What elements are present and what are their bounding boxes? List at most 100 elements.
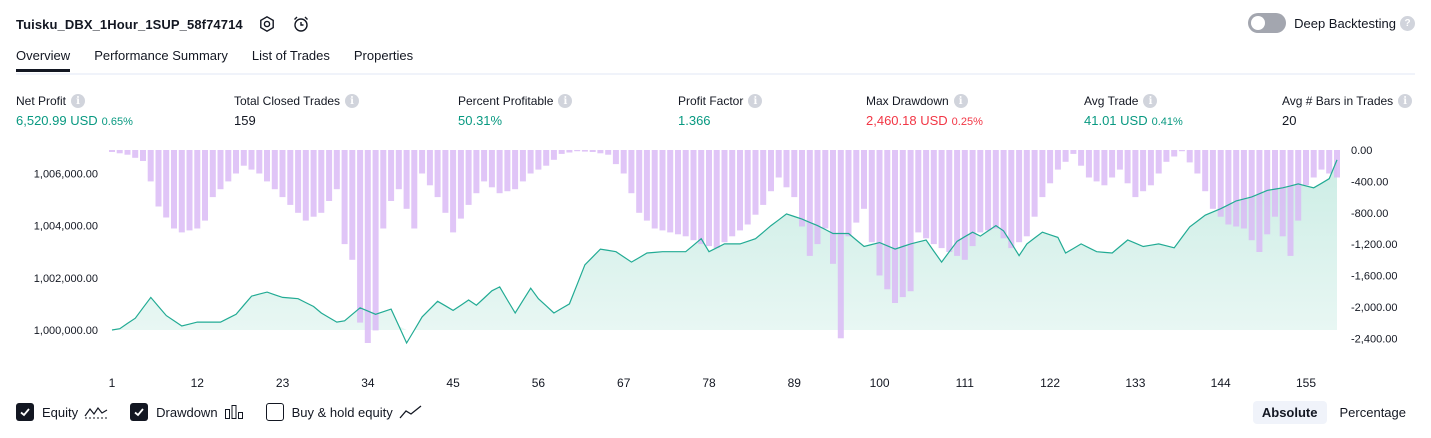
right-axis-tick: -800.00 (1351, 208, 1388, 220)
info-icon[interactable]: i (345, 94, 360, 108)
drawdown-bar (1031, 150, 1038, 217)
drawdown-bar (1047, 150, 1054, 184)
legend-equity[interactable]: Equity (16, 403, 108, 421)
percentage-button[interactable]: Percentage (1339, 405, 1407, 420)
drawdown-bar (1093, 150, 1100, 182)
drawdown-bar (1225, 150, 1232, 225)
display-mode-switch: Absolute Percentage (1249, 401, 1415, 424)
info-icon[interactable]: i (1398, 94, 1413, 108)
equity-drawdown-chart[interactable]: 1,000,000.00 1,002,000.00 1,004,000.00 1,00… (0, 140, 1431, 398)
metric-label: Avg # Bars in Trades (1282, 94, 1394, 108)
drawdown-bar (1233, 150, 1240, 227)
drawdown-bar (1202, 150, 1209, 192)
drawdown-bar (892, 150, 898, 303)
drawdown-bar (1334, 150, 1340, 178)
drawdown-bar (1147, 150, 1154, 186)
drawdown-bar (357, 150, 364, 323)
info-icon[interactable]: i (558, 94, 573, 108)
metric-value: 2,460.18 USD (866, 113, 948, 128)
tab-list-of-trades[interactable]: List of Trades (251, 48, 330, 63)
drawdown-bar (310, 150, 317, 217)
metric-value: 159 (234, 113, 256, 128)
drawdown-bar (675, 150, 681, 235)
question-icon[interactable]: ? (1400, 15, 1415, 31)
drawdown-bar (318, 150, 325, 213)
drawdown-bar (171, 150, 177, 229)
tab-properties[interactable]: Properties (353, 48, 414, 63)
drawdown-bar (721, 150, 728, 243)
drawdown-bar (163, 150, 170, 218)
drawdown-bar (178, 150, 185, 233)
drawdown-bar (519, 150, 526, 182)
x-axis-tick: 100 (870, 376, 890, 390)
drawdown-bar (1023, 150, 1030, 237)
drawdown-bar (326, 150, 333, 201)
legend-drawdown[interactable]: Drawdown (130, 403, 243, 421)
x-axis-tick: 144 (1211, 376, 1231, 390)
drawdown-bars-icon (224, 404, 244, 420)
drawdown-bar (1163, 150, 1170, 162)
drawdown-bar (132, 150, 139, 158)
drawdown-bar (426, 150, 433, 186)
drawdown-bar (667, 150, 674, 233)
drawdown-bar (651, 150, 658, 229)
info-icon[interactable]: i (1143, 94, 1158, 108)
drawdown-bar (395, 150, 402, 190)
drawdown-bar (473, 150, 480, 194)
drawdown-bar (1062, 150, 1069, 162)
info-icon[interactable]: i (748, 94, 763, 108)
drawdown-bar (1287, 150, 1294, 256)
right-axis-tick: -1,600.00 (1351, 271, 1397, 283)
metric-value: 1.366 (678, 113, 711, 128)
drawdown-bar (1039, 150, 1046, 198)
info-icon[interactable]: i (953, 94, 968, 108)
metric-label: Percent Profitable (458, 94, 554, 108)
drawdown-bar (581, 150, 588, 152)
absolute-button[interactable]: Absolute (1252, 401, 1327, 424)
drawdown-bar (233, 150, 239, 174)
settings-icon[interactable] (257, 14, 277, 34)
tab-performance-summary[interactable]: Performance Summary (94, 48, 228, 63)
alarm-add-icon[interactable] (291, 14, 311, 34)
drawdown-bar (155, 150, 162, 207)
chart-legend: Equity Drawdown Buy & hold equity (16, 403, 445, 421)
drawdown-bar (814, 150, 821, 245)
x-axis-tick: 155 (1296, 376, 1316, 390)
drawdown-bar (279, 150, 286, 198)
drawdown-bar (388, 150, 395, 201)
drawdown-bar (1116, 150, 1123, 170)
metric-avg-bars: Avg # Bars in Trades i 20 (1282, 94, 1413, 128)
tab-overview[interactable]: Overview (16, 48, 71, 72)
left-axis-tick: 1,004,000.00 (34, 221, 98, 233)
drawdown-bar (783, 150, 790, 188)
drawdown-bar (248, 150, 255, 170)
metric-profit-factor: Profit Factor i 1.366 (678, 94, 763, 128)
drawdown-bar (1186, 150, 1193, 163)
drawdown-bar (1171, 150, 1178, 157)
drawdown-bar (527, 150, 534, 174)
drawdown-bar (364, 150, 371, 343)
drawdown-bar (1155, 150, 1162, 174)
drawdown-bar (752, 150, 759, 215)
metric-percent-profitable: Percent Profitable i 50.31% (458, 94, 573, 128)
drawdown-checkbox[interactable] (130, 403, 149, 421)
drawdown-bar (923, 150, 930, 239)
right-axis-tick: -1,200.00 (1351, 239, 1397, 251)
buy-hold-checkbox[interactable] (265, 403, 284, 421)
drawdown-bar (605, 150, 612, 155)
drawdown-bar (543, 150, 550, 166)
drawdown-bar (1303, 150, 1309, 186)
left-axis-tick: 1,000,000.00 (34, 325, 98, 337)
legend-buy-hold[interactable]: Buy & hold equity (265, 403, 423, 421)
info-icon[interactable]: i (71, 94, 86, 108)
report-tabs: Overview Performance Summary List of Tra… (16, 48, 437, 72)
metric-value: 41.01 USD (1084, 113, 1148, 128)
x-axis-tick: 111 (956, 376, 975, 390)
drawdown-bar (620, 150, 627, 174)
drawdown-bar (434, 150, 441, 198)
equity-checkbox[interactable] (16, 403, 34, 421)
drawdown-bar (985, 150, 992, 231)
drawdown-bar (768, 150, 774, 192)
deep-backtesting-toggle[interactable] (1248, 13, 1287, 33)
metric-label: Total Closed Trades (234, 94, 341, 108)
